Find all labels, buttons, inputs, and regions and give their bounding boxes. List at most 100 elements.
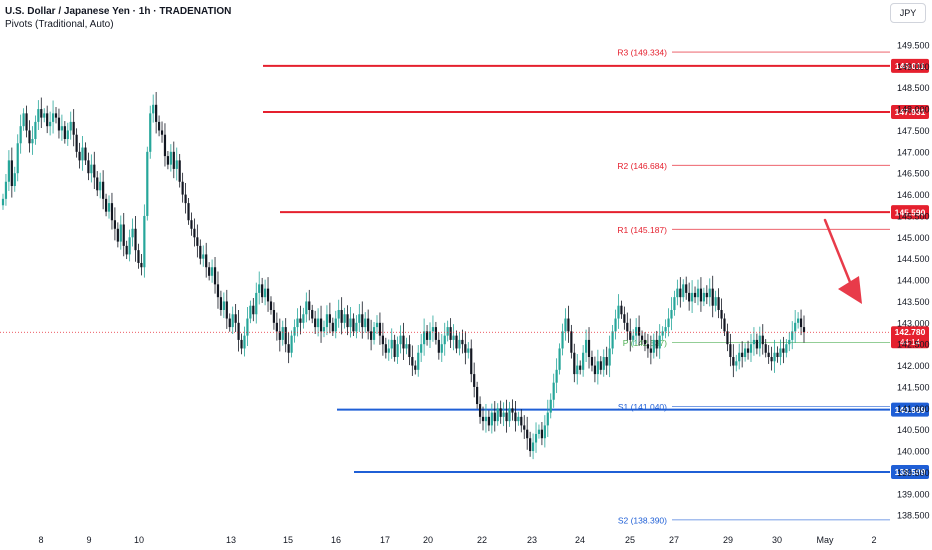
candle-body: [561, 331, 564, 349]
candle-body: [72, 121, 75, 135]
candle-body: [93, 164, 96, 178]
candle-body: [49, 121, 52, 127]
candle-body: [78, 151, 81, 161]
candle-body: [464, 344, 467, 353]
x-tick-label: May: [816, 535, 834, 545]
candle-body: [484, 416, 488, 422]
candle-body: [508, 408, 511, 422]
candle-body: [140, 262, 143, 268]
candle-body: [7, 160, 10, 182]
candle-body: [570, 331, 573, 353]
candle-body: [443, 335, 446, 345]
candle-body: [732, 357, 735, 366]
candle-body: [773, 352, 776, 362]
candle-body: [461, 339, 464, 345]
candle-body: [534, 433, 538, 443]
candle-body: [57, 117, 61, 131]
candle-body: [119, 224, 122, 242]
candle-body: [493, 412, 496, 422]
candle-body: [637, 327, 641, 336]
candle-body: [51, 113, 55, 122]
candle-body: [620, 305, 623, 315]
candle-body: [16, 143, 19, 174]
candle-body: [802, 327, 806, 333]
candle-body: [340, 309, 343, 323]
candle-body: [213, 267, 217, 285]
candle-body: [4, 181, 8, 199]
candle-body: [779, 348, 782, 358]
current-price-tag: [891, 326, 929, 349]
candle-body: [40, 109, 43, 118]
currency-button[interactable]: JPY: [890, 3, 926, 23]
candle-body: [210, 267, 214, 276]
y-tick-label: 146.000: [897, 190, 930, 200]
candle-body: [346, 314, 349, 328]
candle-body: [576, 365, 579, 375]
indicator-label[interactable]: Pivots (Traditional, Auto): [5, 19, 114, 30]
candle-body: [113, 220, 117, 229]
candle-body: [414, 365, 417, 370]
time-axis[interactable]: 8 9 10 13 15 16 17 20 22 23 24 25 27 29 30 May 2: [38, 535, 876, 545]
candle-body: [752, 339, 756, 345]
candle-body: [199, 245, 202, 259]
candle-body: [543, 425, 546, 439]
candle-body: [640, 335, 644, 340]
candle-body: [128, 237, 131, 255]
candle-body: [334, 318, 337, 332]
candle-body: [764, 344, 767, 353]
candle-body: [505, 412, 508, 422]
candle-body: [25, 113, 28, 131]
candle-body: [146, 151, 149, 216]
candle-body: [231, 314, 234, 328]
candle-body: [749, 344, 753, 353]
candle-body: [623, 314, 626, 323]
candles: [1, 91, 806, 460]
candle-body: [702, 292, 705, 302]
candle-body: [149, 113, 152, 152]
candle-body: [75, 134, 78, 152]
candle-body: [166, 156, 170, 165]
candle-body: [679, 288, 682, 298]
candle-body: [582, 352, 585, 370]
candle-body: [517, 416, 520, 422]
candle-body: [234, 314, 237, 323]
candle-body: [797, 318, 800, 323]
candle-body: [693, 292, 697, 298]
key-level-tag: [891, 402, 929, 417]
candle-body: [685, 284, 688, 293]
candle-body: [219, 297, 223, 310]
x-tick-label: 9: [86, 535, 91, 545]
candle-body: [738, 352, 741, 362]
candle-body: [266, 288, 270, 302]
candle-body: [458, 339, 461, 349]
key-level-tag: [891, 58, 929, 73]
candle-body: [629, 331, 632, 340]
candle-body: [584, 339, 588, 353]
candle-body: [546, 412, 549, 426]
candle-body: [446, 327, 449, 336]
candle-body: [667, 318, 670, 328]
candle-body: [490, 412, 493, 426]
candle-body: [284, 327, 287, 345]
candle-body: [178, 160, 181, 182]
candle-body: [246, 318, 249, 336]
candle-body: [770, 357, 773, 362]
candle-body: [564, 318, 567, 332]
candle-body: [437, 339, 440, 353]
candle-body: [372, 327, 376, 340]
key-level-tag: [891, 465, 929, 480]
y-tick-label: 139.000: [897, 489, 930, 499]
candle-body: [225, 301, 228, 319]
candle-body: [614, 318, 617, 332]
candle-body: [520, 416, 523, 426]
price-axis[interactable]: 138.500 139.000 139.500 140.000 140.500 141.0…: [897, 40, 930, 520]
candle-body: [741, 352, 744, 358]
candle-body: [705, 292, 708, 298]
y-tick-label: 143.500: [897, 297, 930, 307]
candle-body: [632, 335, 635, 340]
candle-body: [696, 288, 700, 298]
y-tick-label: 147.000: [897, 147, 930, 157]
y-tick-label: 148.000: [897, 105, 930, 115]
